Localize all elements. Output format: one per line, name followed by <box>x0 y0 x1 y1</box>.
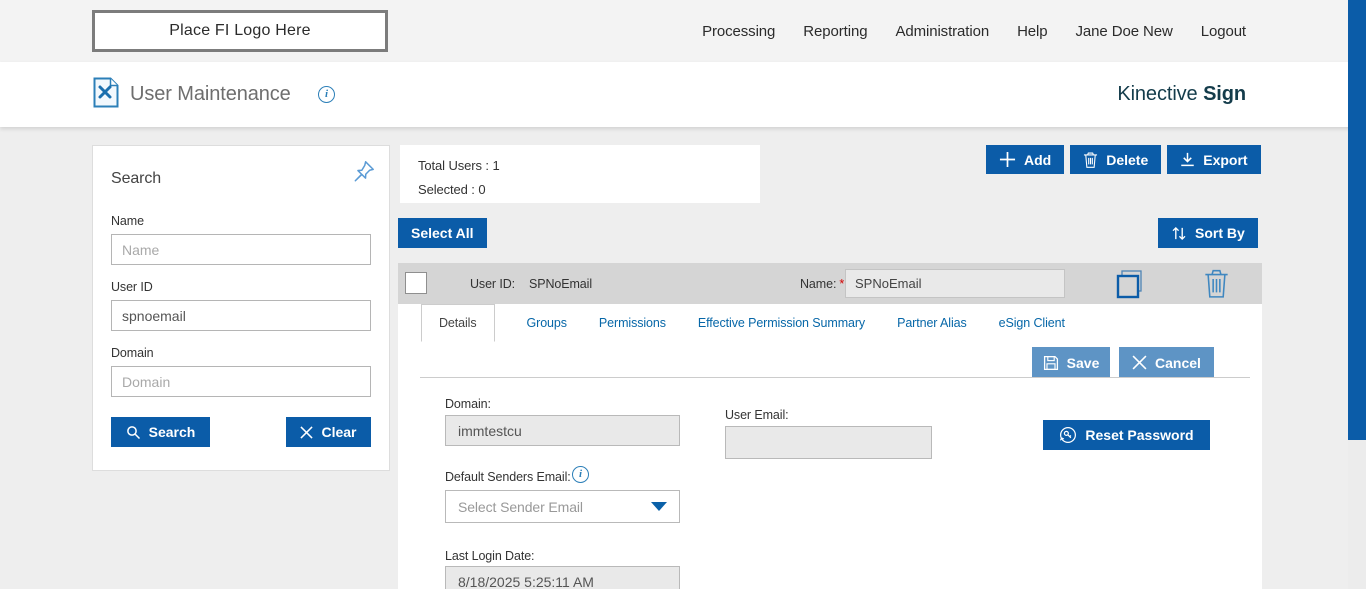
section-divider <box>420 377 1250 378</box>
search-buttons-row: Search Clear <box>111 417 371 447</box>
nav-administration[interactable]: Administration <box>895 22 990 40</box>
user-id-label: User ID: <box>470 277 516 291</box>
top-bar: Place FI Logo Here Processing Reporting … <box>0 0 1366 62</box>
user-email-label: User Email: <box>725 408 789 422</box>
user-email-input <box>725 426 932 459</box>
search-panel-title: Search <box>111 170 162 187</box>
selected-text: Selected : 0 <box>418 182 486 197</box>
add-button-label: Add <box>1024 151 1052 168</box>
search-button[interactable]: Search <box>111 417 210 447</box>
download-icon <box>1180 152 1195 167</box>
sender-email-dropdown-placeholder: Select Sender Email <box>458 498 583 515</box>
save-button[interactable]: Save <box>1032 347 1110 378</box>
tab-permissions[interactable]: Permissions <box>598 316 666 330</box>
last-login-label: Last Login Date: <box>445 549 535 563</box>
top-navigation: Processing Reporting Administration Help… <box>702 0 1246 62</box>
tab-effective-permission-summary[interactable]: Effective Permission Summary <box>697 316 866 330</box>
sender-email-dropdown[interactable]: Select Sender Email <box>445 490 680 523</box>
brand-logo: Kinective Sign <box>1117 62 1246 127</box>
copy-icon <box>1116 270 1145 302</box>
search-domain-label: Domain <box>111 346 154 360</box>
trash-icon <box>1083 152 1098 168</box>
delete-button[interactable]: Delete <box>1070 145 1162 174</box>
last-login-input <box>445 566 680 589</box>
search-name-field: Name <box>111 214 371 265</box>
user-toolbar: Add Delete Export <box>986 145 1261 174</box>
search-domain-field: Domain <box>111 346 371 397</box>
tab-partner-alias[interactable]: Partner Alias <box>897 316 967 330</box>
search-userid-field: User ID <box>111 280 371 331</box>
reset-password-button[interactable]: Reset Password <box>1043 420 1210 450</box>
select-all-button[interactable]: Select All <box>398 218 487 248</box>
cancel-x-icon <box>1132 355 1147 370</box>
export-button-label: Export <box>1203 151 1248 168</box>
add-button[interactable]: Add <box>986 145 1065 174</box>
user-id-value: SPNoEmail <box>529 277 593 291</box>
vertical-scrollbar[interactable] <box>1348 0 1366 589</box>
pin-icon[interactable] <box>351 158 377 189</box>
chevron-down-icon <box>651 502 667 511</box>
sort-by-button[interactable]: Sort By <box>1158 218 1258 248</box>
sort-by-button-label: Sort By <box>1195 225 1245 241</box>
delete-user-row-button[interactable] <box>1204 269 1229 301</box>
nav-logout[interactable]: Logout <box>1200 22 1246 40</box>
user-name-input[interactable] <box>845 269 1065 298</box>
total-users-text: Total Users : 1 <box>418 158 500 173</box>
copy-user-button[interactable] <box>1116 269 1145 302</box>
user-row-checkbox[interactable] <box>405 272 427 294</box>
nav-user-name[interactable]: Jane Doe New <box>1075 22 1173 40</box>
clear-button[interactable]: Clear <box>286 417 371 447</box>
tab-esign-client[interactable]: eSign Client <box>998 316 1065 330</box>
search-name-label: Name <box>111 214 144 228</box>
user-name-label: Name: * <box>800 277 845 291</box>
default-senders-email-label: Default Senders Email: <box>445 470 571 484</box>
fi-logo-placeholder: Place FI Logo Here <box>92 10 388 52</box>
user-detail-panel: User ID: SPNoEmail Name:* Details Groups… <box>398 263 1262 589</box>
search-panel: Search Name User ID Domain Search Clear <box>92 145 390 471</box>
search-userid-input[interactable] <box>111 300 371 331</box>
reset-key-icon <box>1059 426 1077 444</box>
tab-details[interactable]: Details <box>421 304 495 342</box>
required-asterisk: * <box>839 277 845 291</box>
sort-icon <box>1171 225 1187 242</box>
user-maintenance-doc-icon <box>93 77 119 113</box>
brand-name: Kinective <box>1117 83 1198 105</box>
cancel-button-label: Cancel <box>1155 354 1201 371</box>
cancel-button[interactable]: Cancel <box>1119 347 1214 378</box>
search-button-label: Search <box>148 424 196 440</box>
brand-product: Sign <box>1203 83 1246 105</box>
scrollbar-thumb[interactable] <box>1348 0 1366 440</box>
page-header: User Maintenance i Kinective Sign <box>0 62 1366 127</box>
reset-password-label: Reset Password <box>1085 427 1194 443</box>
search-domain-input[interactable] <box>111 366 371 397</box>
nav-reporting[interactable]: Reporting <box>803 22 868 40</box>
save-floppy-icon <box>1043 355 1059 371</box>
fi-logo-text: Place FI Logo Here <box>169 22 311 39</box>
export-button[interactable]: Export <box>1167 145 1261 174</box>
senders-email-info-icon[interactable]: i <box>572 466 589 483</box>
user-row: User ID: SPNoEmail Name: * <box>398 263 1262 304</box>
search-userid-label: User ID <box>111 280 153 294</box>
tab-groups[interactable]: Groups <box>526 316 568 330</box>
search-name-input[interactable] <box>111 234 371 265</box>
select-all-button-label: Select All <box>411 225 474 241</box>
nav-help[interactable]: Help <box>1017 22 1048 40</box>
save-button-label: Save <box>1066 354 1100 371</box>
page-title-info-icon[interactable]: i <box>318 86 335 103</box>
delete-button-label: Delete <box>1106 151 1149 168</box>
x-icon <box>300 425 314 439</box>
search-icon <box>126 425 141 440</box>
clear-button-label: Clear <box>321 424 357 440</box>
plus-icon <box>999 151 1016 168</box>
domain-field-input <box>445 415 680 446</box>
nav-processing[interactable]: Processing <box>702 22 776 40</box>
detail-tabs: Details Groups Permissions Effective Per… <box>398 304 1262 342</box>
trash-outline-icon <box>1204 269 1229 301</box>
page-title: User Maintenance <box>130 83 291 105</box>
domain-field-label: Domain: <box>445 397 491 411</box>
stats-card: Total Users : 1 Selected : 0 <box>400 145 760 203</box>
